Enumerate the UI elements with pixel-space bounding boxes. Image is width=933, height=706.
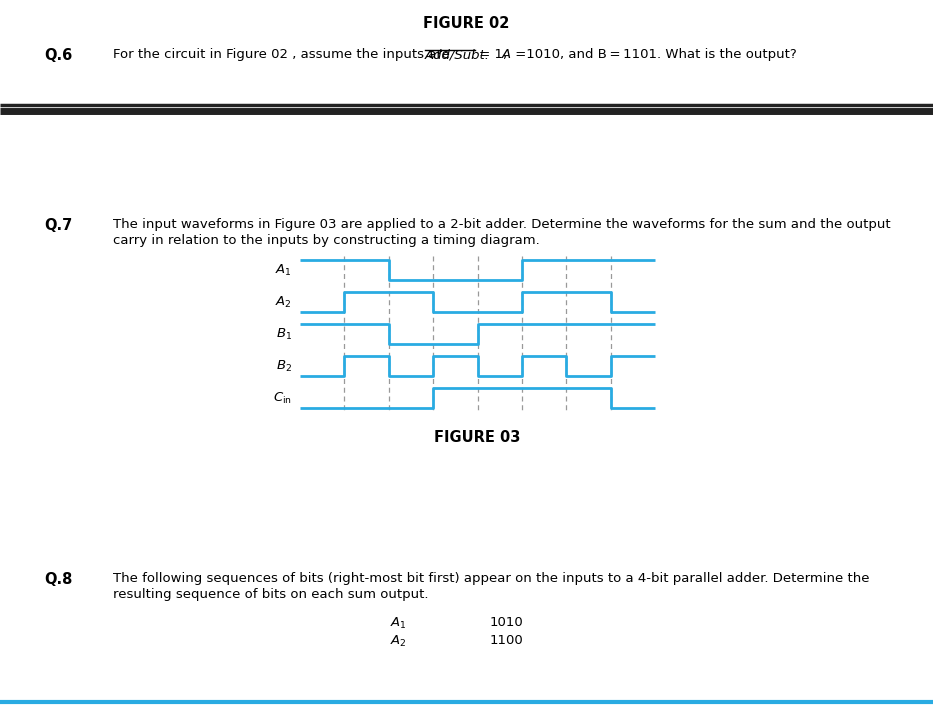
Text: For the circuit in Figure 02 , assume the inputs are: For the circuit in Figure 02 , assume th… bbox=[113, 48, 454, 61]
Text: $A_2$: $A_2$ bbox=[275, 294, 292, 309]
Text: resulting sequence of bits on each sum output.: resulting sequence of bits on each sum o… bbox=[113, 588, 428, 601]
Text: A: A bbox=[502, 48, 511, 61]
Text: $C_{\rm in}$: $C_{\rm in}$ bbox=[273, 390, 292, 405]
Text: $B_2$: $B_2$ bbox=[276, 359, 292, 373]
Text: $A_1$: $A_1$ bbox=[390, 616, 407, 631]
Text: Add/Subt.: Add/Subt. bbox=[425, 48, 490, 61]
Text: Q.7: Q.7 bbox=[44, 218, 72, 233]
Text: Q.6: Q.6 bbox=[44, 48, 72, 63]
Text: carry in relation to the inputs by constructing a timing diagram.: carry in relation to the inputs by const… bbox=[113, 234, 540, 247]
Text: The following sequences of bits (right-most bit first) appear on the inputs to a: The following sequences of bits (right-m… bbox=[113, 572, 870, 585]
Text: FIGURE 02: FIGURE 02 bbox=[424, 16, 509, 31]
Text: = 1,: = 1, bbox=[475, 48, 511, 61]
Text: Q.8: Q.8 bbox=[44, 572, 73, 587]
Text: The input waveforms in Figure 03 are applied to a 2-bit adder. Determine the wav: The input waveforms in Figure 03 are app… bbox=[113, 218, 891, 231]
Text: =1010, and B = 1101. What is the output?: =1010, and B = 1101. What is the output? bbox=[511, 48, 797, 61]
Text: $A_2$: $A_2$ bbox=[390, 634, 407, 649]
Text: FIGURE 03: FIGURE 03 bbox=[435, 430, 521, 445]
Text: 1010: 1010 bbox=[490, 616, 523, 629]
Text: $A_1$: $A_1$ bbox=[275, 263, 292, 277]
Text: $B_1$: $B_1$ bbox=[276, 326, 292, 342]
Text: 1100: 1100 bbox=[490, 634, 523, 647]
